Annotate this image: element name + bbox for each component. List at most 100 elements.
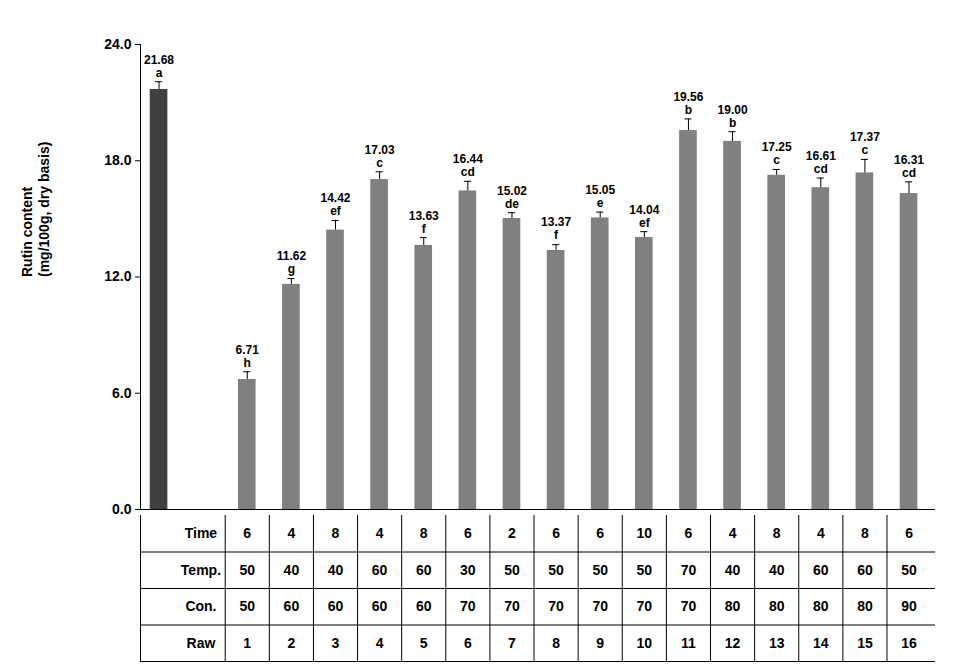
- svg-text:40: 40: [284, 562, 300, 578]
- svg-text:13.63: 13.63: [409, 209, 439, 223]
- svg-text:14.42: 14.42: [320, 191, 350, 205]
- svg-text:21.68: 21.68: [144, 53, 174, 67]
- svg-text:6: 6: [243, 525, 251, 541]
- svg-text:60: 60: [372, 598, 388, 614]
- svg-text:60: 60: [328, 598, 344, 614]
- svg-text:15: 15: [857, 635, 873, 651]
- svg-text:cd: cd: [461, 165, 475, 179]
- svg-text:3: 3: [332, 635, 340, 651]
- svg-text:6: 6: [905, 525, 913, 541]
- svg-text:0.0: 0.0: [112, 501, 132, 515]
- svg-text:10: 10: [637, 525, 653, 541]
- svg-text:50: 50: [548, 562, 564, 578]
- svg-text:4: 4: [287, 525, 295, 541]
- svg-text:70: 70: [681, 562, 697, 578]
- svg-text:50: 50: [592, 562, 608, 578]
- svg-text:60: 60: [284, 598, 300, 614]
- svg-text:7: 7: [508, 635, 516, 651]
- svg-text:40: 40: [328, 562, 344, 578]
- svg-text:8: 8: [420, 525, 428, 541]
- svg-text:30: 30: [460, 562, 476, 578]
- svg-text:f: f: [554, 228, 559, 242]
- svg-text:24.0: 24.0: [104, 36, 131, 52]
- svg-text:70: 70: [460, 598, 476, 614]
- svg-text:70: 70: [637, 598, 653, 614]
- svg-text:h: h: [244, 356, 251, 370]
- svg-text:1: 1: [243, 635, 251, 651]
- svg-text:6: 6: [464, 525, 472, 541]
- svg-text:4: 4: [376, 525, 384, 541]
- svg-text:6.71: 6.71: [236, 343, 260, 357]
- svg-text:40: 40: [725, 562, 741, 578]
- svg-text:8: 8: [861, 525, 869, 541]
- svg-text:9: 9: [596, 635, 604, 651]
- svg-text:14.04: 14.04: [629, 203, 659, 217]
- svg-text:60: 60: [416, 598, 432, 614]
- svg-text:70: 70: [592, 598, 608, 614]
- svg-text:cd: cd: [902, 166, 916, 180]
- svg-text:16.61: 16.61: [806, 149, 836, 163]
- svg-text:Con.: Con.: [185, 598, 216, 614]
- svg-text:13: 13: [769, 635, 785, 651]
- svg-text:16: 16: [901, 635, 917, 651]
- svg-text:6.0: 6.0: [112, 385, 132, 401]
- svg-text:80: 80: [769, 598, 785, 614]
- svg-text:4: 4: [729, 525, 737, 541]
- svg-text:e: e: [597, 196, 604, 210]
- svg-text:13.37: 13.37: [541, 215, 571, 229]
- svg-text:50: 50: [637, 562, 653, 578]
- svg-text:6: 6: [552, 525, 560, 541]
- svg-text:60: 60: [813, 562, 829, 578]
- svg-text:de: de: [505, 197, 519, 211]
- svg-text:10: 10: [637, 635, 653, 651]
- svg-text:11.62: 11.62: [277, 249, 307, 263]
- svg-text:12.0: 12.0: [104, 268, 131, 284]
- svg-text:15.02: 15.02: [497, 184, 527, 198]
- svg-text:70: 70: [681, 598, 697, 614]
- svg-text:90: 90: [901, 598, 917, 614]
- svg-text:ef: ef: [639, 216, 651, 230]
- svg-text:80: 80: [857, 598, 873, 614]
- svg-text:15.05: 15.05: [585, 183, 615, 197]
- svg-text:ef: ef: [330, 204, 342, 218]
- svg-text:40: 40: [769, 562, 785, 578]
- svg-text:2: 2: [287, 635, 295, 651]
- svg-text:50: 50: [901, 562, 917, 578]
- svg-text:8: 8: [332, 525, 340, 541]
- svg-text:6: 6: [596, 525, 604, 541]
- svg-text:Temp.: Temp.: [181, 562, 221, 578]
- svg-text:70: 70: [548, 598, 564, 614]
- svg-text:16.31: 16.31: [894, 153, 924, 167]
- svg-text:17.25: 17.25: [762, 140, 792, 154]
- svg-text:5: 5: [420, 635, 428, 651]
- svg-text:b: b: [729, 116, 736, 130]
- svg-text:6: 6: [464, 635, 472, 651]
- svg-text:17.03: 17.03: [365, 143, 395, 157]
- svg-text:Raw: Raw: [187, 635, 216, 651]
- svg-text:a: a: [156, 66, 163, 80]
- svg-text:8: 8: [552, 635, 560, 651]
- svg-text:g: g: [288, 262, 295, 276]
- svg-text:c: c: [773, 153, 780, 167]
- svg-text:50: 50: [239, 598, 255, 614]
- svg-text:80: 80: [813, 598, 829, 614]
- svg-text:70: 70: [504, 598, 520, 614]
- svg-text:50: 50: [504, 562, 520, 578]
- svg-text:11: 11: [681, 635, 696, 651]
- svg-text:80: 80: [725, 598, 741, 614]
- svg-text:17.37: 17.37: [850, 130, 880, 144]
- svg-text:50: 50: [239, 562, 255, 578]
- svg-text:2: 2: [508, 525, 516, 541]
- svg-text:Rutin content(mg/100g, dry bas: Rutin content(mg/100g, dry basis): [19, 142, 52, 277]
- svg-text:cd: cd: [814, 162, 828, 176]
- svg-text:8: 8: [773, 525, 781, 541]
- svg-text:4: 4: [817, 525, 825, 541]
- svg-text:19.00: 19.00: [718, 103, 748, 117]
- svg-text:14: 14: [813, 635, 829, 651]
- svg-text:c: c: [862, 143, 869, 157]
- svg-text:c: c: [376, 156, 383, 170]
- svg-text:19.56: 19.56: [673, 90, 703, 104]
- svg-text:16.44: 16.44: [453, 152, 483, 166]
- svg-text:12: 12: [725, 635, 741, 651]
- svg-text:60: 60: [416, 562, 432, 578]
